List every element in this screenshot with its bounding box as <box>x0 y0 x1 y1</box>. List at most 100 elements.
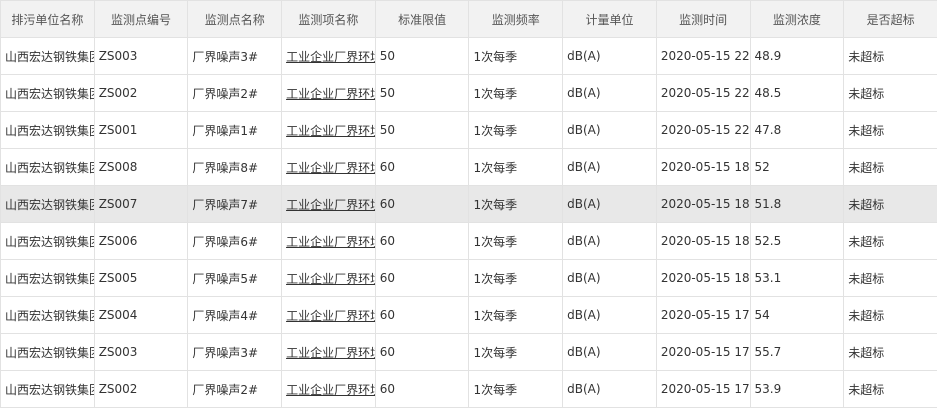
column-header[interactable]: 监测点名称 <box>187 0 283 38</box>
item-link[interactable]: 工业企业厂界环境 <box>281 37 376 75</box>
table-cell: 48.5 <box>749 74 845 112</box>
table-cell: 山西宏达钢铁集团 <box>0 296 95 334</box>
table-cell: 2020-05-15 17:5 <box>655 296 751 334</box>
item-link[interactable]: 工业企业厂界环境 <box>281 222 376 260</box>
column-header[interactable]: 监测浓度 <box>749 0 845 38</box>
table-cell: 厂界噪声3# <box>187 37 283 75</box>
table-cell: 2020-05-15 22:0 <box>655 111 751 149</box>
table-cell: 60 <box>374 333 470 371</box>
table-cell: 1次每季 <box>468 74 564 112</box>
table-cell: dB(A) <box>562 222 657 260</box>
column-header[interactable]: 监测项名称 <box>281 0 376 38</box>
table-row[interactable]: 山西宏达钢铁集团 ZS008 厂界噪声8# 工业企业厂界环境 60 1次每季 dB(A) 20… <box>0 148 937 186</box>
table-cell: 60 <box>374 370 470 408</box>
table-cell: 未超标 <box>843 111 937 149</box>
item-link[interactable]: 工业企业厂界环境 <box>281 185 376 223</box>
item-link[interactable]: 工业企业厂界环境 <box>281 111 376 149</box>
table-cell: 厂界噪声6# <box>187 222 283 260</box>
table-cell: dB(A) <box>562 37 657 75</box>
table-cell: 53.1 <box>749 259 845 297</box>
table-cell: 1次每季 <box>468 37 564 75</box>
table-cell: 52.5 <box>749 222 845 260</box>
table-cell: 47.8 <box>749 111 845 149</box>
table-cell: 55.7 <box>749 333 845 371</box>
column-header[interactable]: 监测点编号 <box>93 0 189 38</box>
table-row[interactable]: 山西宏达钢铁集团 ZS004 厂界噪声4# 工业企业厂界环境 60 1次每季 dB(A) 20… <box>0 296 937 334</box>
table-row[interactable]: 山西宏达钢铁集团 ZS003 厂界噪声3# 工业企业厂界环境 50 1次每季 dB(A) 20… <box>0 37 937 75</box>
item-link[interactable]: 工业企业厂界环境 <box>281 333 376 371</box>
table-cell: 2020-05-15 18:2 <box>655 185 751 223</box>
table-row[interactable]: 山西宏达钢铁集团 ZS005 厂界噪声5# 工业企业厂界环境 60 1次每季 dB(A) 20… <box>0 259 937 297</box>
table-cell: ZS007 <box>93 185 189 223</box>
table-cell: dB(A) <box>562 296 657 334</box>
column-header[interactable]: 监测频率 <box>468 0 564 38</box>
table-cell: 山西宏达钢铁集团 <box>0 111 95 149</box>
table-cell: 2020-05-15 18:3 <box>655 148 751 186</box>
column-header[interactable]: 计量单位 <box>562 0 657 38</box>
table-cell: 48.9 <box>749 37 845 75</box>
table-cell: ZS002 <box>93 74 189 112</box>
table-cell: 山西宏达钢铁集团 <box>0 222 95 260</box>
table-cell: 山西宏达钢铁集团 <box>0 370 95 408</box>
table-row[interactable]: 山西宏达钢铁集团 ZS002 厂界噪声2# 工业企业厂界环境 60 1次每季 dB(A) 20… <box>0 370 937 408</box>
table-row[interactable]: 山西宏达钢铁集团 ZS001 厂界噪声1# 工业企业厂界环境 50 1次每季 dB(A) 20… <box>0 111 937 149</box>
item-link[interactable]: 工业企业厂界环境 <box>281 148 376 186</box>
table-cell: dB(A) <box>562 74 657 112</box>
table-cell: 2020-05-15 18:1 <box>655 222 751 260</box>
table-cell: 山西宏达钢铁集团 <box>0 259 95 297</box>
table-cell: 厂界噪声2# <box>187 370 283 408</box>
table-cell: 厂界噪声7# <box>187 185 283 223</box>
table-cell: 54 <box>749 296 845 334</box>
table-cell: 50 <box>374 111 470 149</box>
column-header[interactable]: 监测时间 <box>655 0 751 38</box>
table-cell: 山西宏达钢铁集团 <box>0 74 95 112</box>
table-cell: ZS002 <box>93 370 189 408</box>
table-cell: ZS008 <box>93 148 189 186</box>
item-link[interactable]: 工业企业厂界环境 <box>281 259 376 297</box>
table-cell: 60 <box>374 259 470 297</box>
table-cell: 53.9 <box>749 370 845 408</box>
table-cell: 山西宏达钢铁集团 <box>0 185 95 223</box>
table-cell: 2020-05-15 18:0 <box>655 259 751 297</box>
table-cell: 1次每季 <box>468 259 564 297</box>
table-cell: 60 <box>374 148 470 186</box>
table-cell: 厂界噪声5# <box>187 259 283 297</box>
column-header[interactable]: 是否超标 <box>843 0 937 38</box>
table-cell: 2020-05-15 22:1 <box>655 74 751 112</box>
table-cell: 1次每季 <box>468 185 564 223</box>
table-row[interactable]: 山西宏达钢铁集团 ZS006 厂界噪声6# 工业企业厂界环境 60 1次每季 dB(A) 20… <box>0 222 937 260</box>
table-cell: 1次每季 <box>468 370 564 408</box>
table-cell: 60 <box>374 296 470 334</box>
table-cell: 山西宏达钢铁集团 <box>0 148 95 186</box>
table-cell: ZS004 <box>93 296 189 334</box>
table-cell: 50 <box>374 74 470 112</box>
table-cell: 1次每季 <box>468 111 564 149</box>
table-cell: 60 <box>374 222 470 260</box>
table-cell: 未超标 <box>843 185 937 223</box>
table-cell: 1次每季 <box>468 296 564 334</box>
table-cell: 厂界噪声2# <box>187 74 283 112</box>
table-cell: 未超标 <box>843 370 937 408</box>
item-link[interactable]: 工业企业厂界环境 <box>281 296 376 334</box>
table-cell: ZS005 <box>93 259 189 297</box>
table-cell: 厂界噪声4# <box>187 296 283 334</box>
column-header[interactable]: 标准限值 <box>374 0 470 38</box>
table-row[interactable]: 山西宏达钢铁集团 ZS002 厂界噪声2# 工业企业厂界环境 50 1次每季 dB(A) 20… <box>0 74 937 112</box>
table-row[interactable]: 山西宏达钢铁集团 ZS003 厂界噪声3# 工业企业厂界环境 60 1次每季 dB(A) 20… <box>0 333 937 371</box>
table-cell: 1次每季 <box>468 148 564 186</box>
table-cell: 2020-05-15 17:3 <box>655 370 751 408</box>
table-cell: 未超标 <box>843 148 937 186</box>
table-cell: 未超标 <box>843 74 937 112</box>
item-link[interactable]: 工业企业厂界环境 <box>281 370 376 408</box>
table-cell: 1次每季 <box>468 333 564 371</box>
table-cell: 52 <box>749 148 845 186</box>
item-link[interactable]: 工业企业厂界环境 <box>281 74 376 112</box>
table-cell: 厂界噪声3# <box>187 333 283 371</box>
table-cell: ZS003 <box>93 37 189 75</box>
column-header[interactable]: 排污单位名称 <box>0 0 95 38</box>
table-cell: 50 <box>374 37 470 75</box>
header-row: 排污单位名称 监测点编号 监测点名称 监测项名称 标准限值 监测频率 计量单位 监测时间 监测浓… <box>0 0 937 38</box>
table-row[interactable]: 山西宏达钢铁集团 ZS007 厂界噪声7# 工业企业厂界环境 60 1次每季 dB(A) 20… <box>0 185 937 223</box>
table-cell: 山西宏达钢铁集团 <box>0 37 95 75</box>
